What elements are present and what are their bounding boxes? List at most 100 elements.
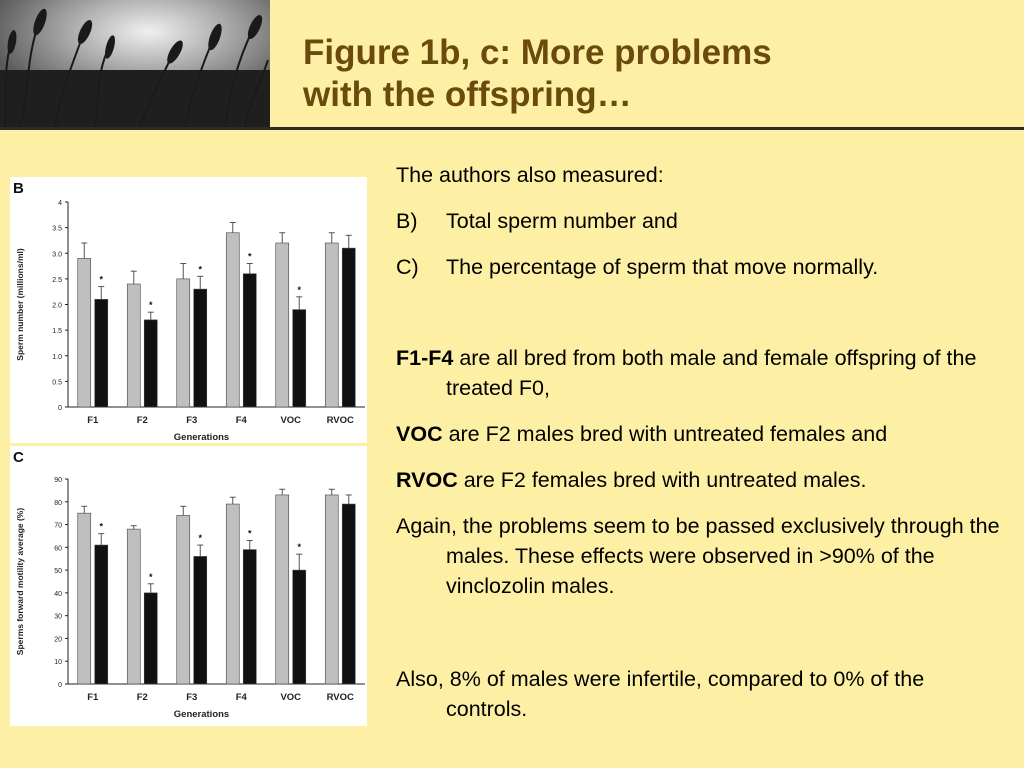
- significance-marker: *: [99, 275, 103, 285]
- y-tick-label: 3.5: [52, 226, 62, 233]
- bar-treated: [341, 503, 356, 685]
- list-text-b: Total sperm number and: [446, 209, 678, 233]
- x-tick-label: F2: [137, 415, 148, 426]
- bar-treated: [341, 247, 356, 408]
- bar-treated: [143, 592, 158, 685]
- list-label-b: B): [396, 209, 418, 233]
- y-tick-label: 60: [54, 545, 62, 552]
- bar-treated: [94, 299, 109, 408]
- bar-treated: [292, 569, 307, 685]
- y-tick-label: 4: [58, 200, 62, 207]
- significance-marker: *: [149, 572, 153, 582]
- f1f4-term: F1-F4: [396, 346, 454, 370]
- y-tick-label: 40: [54, 591, 62, 598]
- bar-control: [275, 494, 290, 685]
- x-tick-label: RVOC: [327, 692, 354, 703]
- x-tick-label: F3: [186, 692, 197, 703]
- significance-marker: *: [248, 252, 252, 262]
- x-tick-label: F1: [87, 692, 99, 703]
- x-tick-label: VOC: [280, 692, 301, 703]
- x-tick-label: F1: [87, 415, 99, 426]
- bar-control: [176, 278, 191, 408]
- bar-control: [225, 503, 240, 685]
- y-tick-label: 2.0: [52, 303, 62, 310]
- bar-control: [176, 515, 191, 685]
- list-label-c: C): [396, 255, 419, 279]
- infertility-paragraph: Also, 8% of males were infertile, compar…: [396, 667, 925, 721]
- chart-c: C 0 10 20 30 40 50 60 70 80 90 Sperms forward motil…: [13, 449, 365, 720]
- y-tick-label: 90: [54, 477, 62, 484]
- chart-b: B 0 0.5 1.0 1.5 2.0 2.5 3.0 3.5 4 Sperm number (mi…: [13, 180, 365, 443]
- bar-control: [126, 528, 141, 685]
- title-line-1: Figure 1b, c: More problems: [303, 33, 772, 72]
- y-tick-label: 0: [58, 682, 62, 689]
- y-tick-label: 50: [54, 568, 62, 575]
- slide-text: The authors also measured: B) Total sper…: [396, 160, 1006, 724]
- title-area: Figure 1b, c: More problems with the off…: [270, 0, 1024, 127]
- list-text-c: The percentage of sperm that move normal…: [446, 255, 879, 279]
- bar-treated: [193, 556, 208, 685]
- x-tick-label: F2: [137, 692, 148, 703]
- f1f4-description: are all bred from both male and female o…: [446, 346, 977, 400]
- wheat-field-photo-art: [0, 0, 270, 127]
- significance-marker: *: [297, 542, 301, 552]
- y-axis-label: Sperms forward motility average (%): [15, 508, 25, 656]
- x-axis-label: Generations: [174, 709, 229, 720]
- rvoc-description: are F2 females bred with untreated males…: [457, 468, 867, 492]
- title-line-2: with the offspring…: [303, 75, 632, 114]
- x-tick-label: VOC: [280, 415, 301, 426]
- bar-treated: [242, 549, 257, 685]
- intro-text: The authors also measured:: [396, 163, 664, 187]
- x-tick-label: F3: [186, 415, 197, 426]
- bar-control: [324, 242, 339, 408]
- bar-treated: [94, 544, 109, 685]
- f1f4-paragraph: F1-F4 are all bred from both male and fe…: [396, 343, 1006, 403]
- significance-marker: *: [99, 522, 103, 532]
- voc-description: are F2 males bred with untreated females…: [442, 422, 888, 446]
- y-tick-label: 80: [54, 500, 62, 507]
- list-item-c: C) The percentage of sperm that move nor…: [396, 252, 1006, 282]
- rvoc-term: RVOC: [396, 468, 458, 492]
- x-tick-label: F4: [236, 692, 248, 703]
- significance-marker: *: [198, 533, 202, 543]
- bar-treated: [242, 273, 257, 408]
- bar-control: [77, 512, 92, 685]
- y-tick-label: 3.0: [52, 251, 62, 258]
- y-axis-label: Sperm number (millions/ml): [15, 248, 25, 361]
- chart-panel-b: B 0 0.5 1.0 1.5 2.0 2.5 3.0 3.5 4 Sperm number (mi…: [10, 177, 367, 443]
- wheat-field-photo: [0, 0, 270, 127]
- title-divider: [0, 127, 1024, 130]
- y-tick-label: 70: [54, 523, 62, 530]
- x-tick-label: F4: [236, 415, 248, 426]
- bar-treated: [193, 288, 208, 408]
- y-tick-label: 10: [54, 659, 62, 666]
- y-tick-label: 1.5: [52, 328, 62, 335]
- panel-label-b: B: [13, 180, 24, 197]
- y-tick-label: 2.5: [52, 277, 62, 284]
- bar-control: [77, 258, 92, 408]
- page-title: Figure 1b, c: More problems with the off…: [303, 32, 772, 116]
- significance-marker: *: [198, 264, 202, 274]
- y-tick-label: 20: [54, 636, 62, 643]
- rvoc-paragraph: RVOC are F2 females bred with untreated …: [396, 465, 1006, 495]
- bar-treated: [143, 319, 158, 408]
- chart-panel-c: C 0 10 20 30 40 50 60 70 80 90 Sperms forward motil…: [10, 446, 367, 726]
- list-item-b: B) Total sperm number and: [396, 206, 1006, 236]
- voc-paragraph: VOC are F2 males bred with untreated fem…: [396, 419, 1006, 449]
- x-axis-label: Generations: [174, 432, 229, 443]
- significance-marker: *: [297, 285, 301, 295]
- bar-control: [324, 494, 339, 685]
- y-tick-label: 0: [58, 405, 62, 412]
- bar-treated: [292, 309, 307, 408]
- again-paragraph: Again, the problems seem to be passed ex…: [396, 514, 1000, 598]
- y-tick-label: 30: [54, 614, 62, 621]
- panel-label-c: C: [13, 449, 24, 466]
- x-tick-label: RVOC: [327, 415, 354, 426]
- bar-control: [275, 242, 290, 408]
- bar-control: [225, 232, 240, 408]
- y-tick-label: 1.0: [52, 354, 62, 361]
- significance-marker: *: [149, 300, 153, 310]
- significance-marker: *: [248, 529, 252, 539]
- voc-term: VOC: [396, 422, 443, 446]
- y-tick-label: 0.5: [52, 379, 62, 386]
